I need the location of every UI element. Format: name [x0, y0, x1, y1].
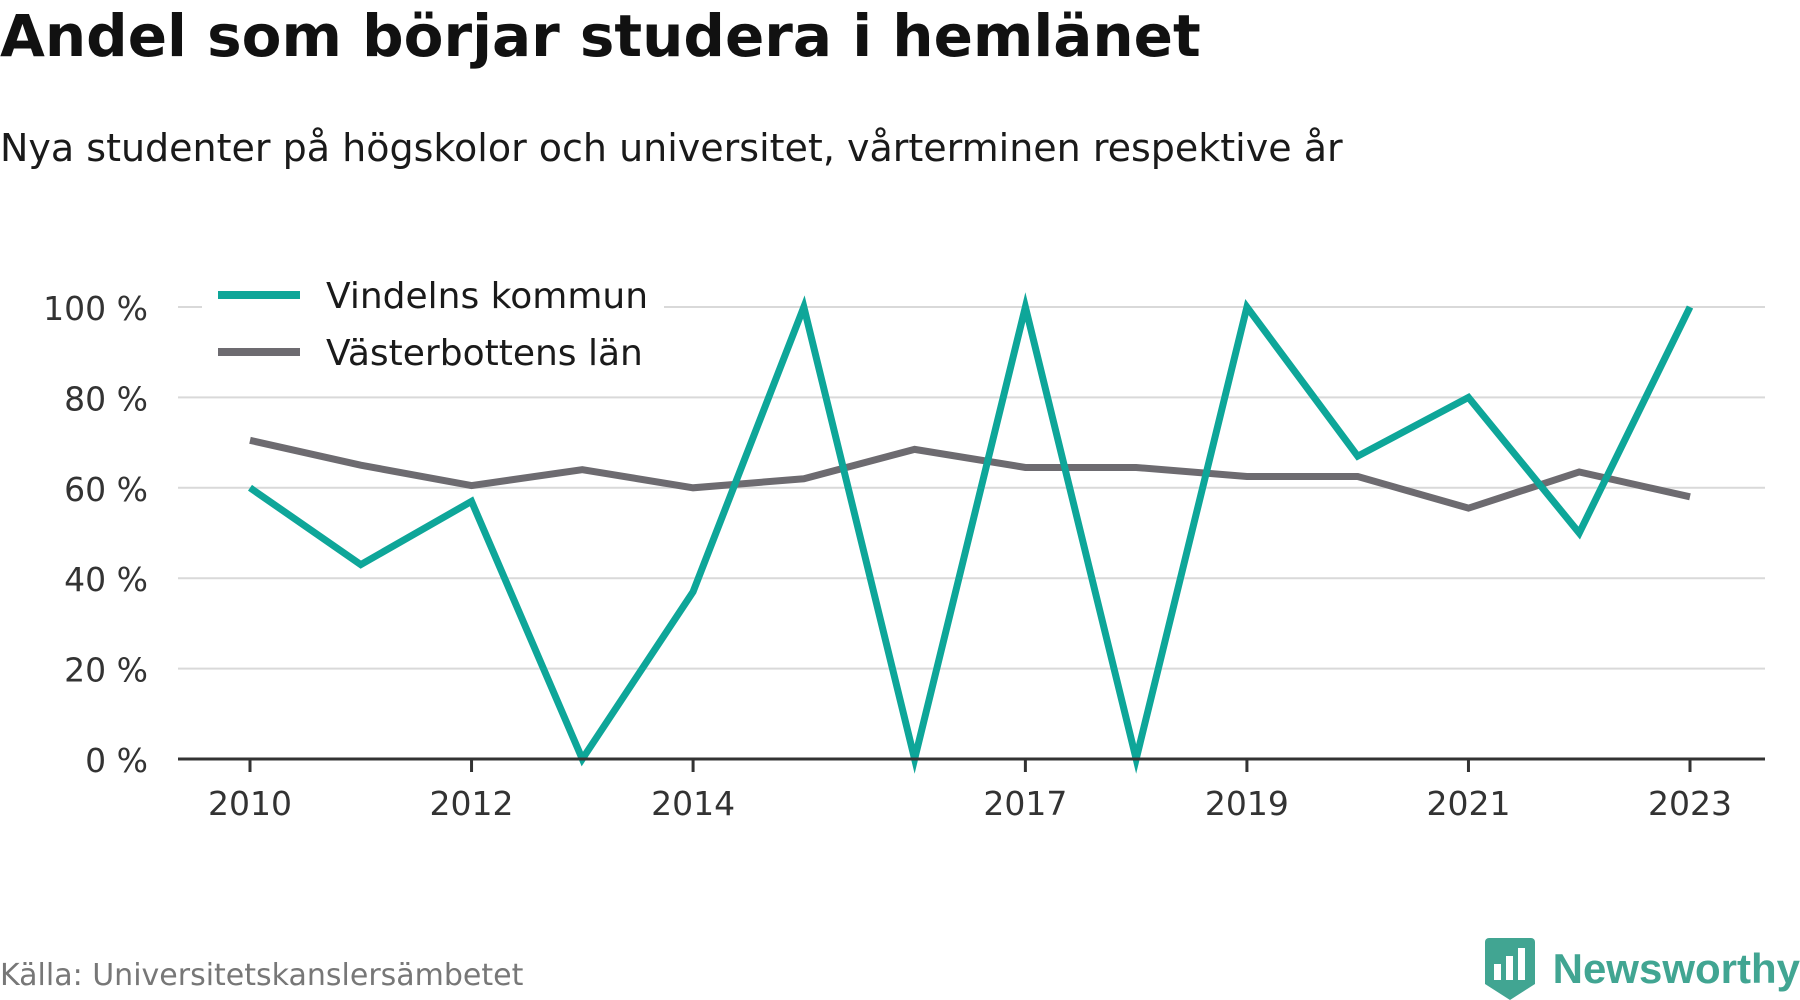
brand-logo[interactable]: Newsworthy: [1484, 938, 1800, 1000]
x-tick-label: 2019: [1205, 784, 1289, 823]
brand-name: Newsworthy: [1552, 945, 1800, 992]
y-tick-label: 20 %: [64, 651, 148, 690]
x-tick-label: 2021: [1426, 784, 1510, 823]
legend-background: [202, 262, 664, 380]
y-tick-label: 80 %: [64, 379, 148, 418]
newsworthy-icon: [1484, 938, 1535, 1000]
axes: 0 % 20 % 40 % 60 % 80 % 100 % 2010 2012 2014 2017…: [43, 289, 1765, 823]
legend: Vindelns kommun Västerbottens län: [202, 262, 664, 380]
series-lines: [248, 292, 1694, 774]
series-line-1: [249, 436, 1691, 512]
legend-label: Vindelns kommun: [326, 276, 648, 317]
source-note: Källa: Universitetskanslersämbetet: [0, 958, 524, 993]
x-tick-label: 2014: [651, 784, 735, 823]
chart-title: Andel som börjar studera i hemlänet: [0, 2, 1201, 70]
x-tick-label: 2017: [983, 784, 1067, 823]
chart-subtitle: Nya studenter på högskolor och universit…: [0, 126, 1343, 170]
series-line-0: [248, 292, 1694, 774]
y-tick-label: 60 %: [64, 470, 148, 509]
x-tick-label: 2010: [208, 784, 292, 823]
y-tick-label: 40 %: [64, 560, 148, 599]
x-tick-label: 2023: [1648, 784, 1732, 823]
legend-label: Västerbottens län: [326, 333, 643, 374]
x-tick-label: 2012: [430, 784, 514, 823]
y-tick-label: 100 %: [43, 289, 148, 328]
y-tick-label: 0 %: [85, 741, 148, 780]
